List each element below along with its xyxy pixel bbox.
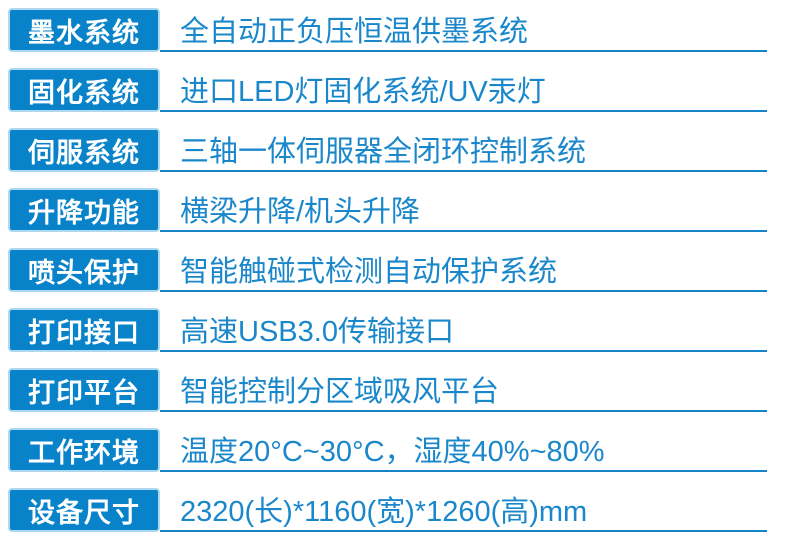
spec-value: 温度20°C~30°C，湿度40%~80%	[160, 428, 767, 472]
spec-row-ink-system: 墨水系统 全自动正负压恒温供墨系统	[0, 0, 800, 60]
spec-value: 高速USB3.0传输接口	[160, 308, 767, 352]
spec-row-print-interface: 打印接口 高速USB3.0传输接口	[0, 300, 800, 360]
spec-label: 喷头保护	[8, 248, 160, 292]
spec-value: 横梁升降/机头升降	[160, 188, 767, 232]
spec-row-device-dimensions: 设备尺寸 2320(长)*1160(宽)*1260(高)mm	[0, 480, 800, 540]
spec-label: 工作环境	[8, 428, 160, 472]
spec-row-lift-function: 升降功能 横梁升降/机头升降	[0, 180, 800, 240]
spec-value: 智能控制分区域吸风平台	[160, 368, 767, 412]
spec-value: 三轴一体伺服器全闭环控制系统	[160, 128, 767, 172]
spec-label: 墨水系统	[8, 8, 160, 52]
spec-label: 设备尺寸	[8, 488, 160, 532]
spec-label: 打印平台	[8, 368, 160, 412]
spec-row-curing-system: 固化系统 进口LED灯固化系统/UV汞灯	[0, 60, 800, 120]
spec-row-printhead-protection: 喷头保护 智能触碰式检测自动保护系统	[0, 240, 800, 300]
spec-label: 升降功能	[8, 188, 160, 232]
spec-row-print-platform: 打印平台 智能控制分区域吸风平台	[0, 360, 800, 420]
spec-row-servo-system: 伺服系统 三轴一体伺服器全闭环控制系统	[0, 120, 800, 180]
spec-label: 固化系统	[8, 68, 160, 112]
spec-value: 进口LED灯固化系统/UV汞灯	[160, 68, 767, 112]
spec-value: 全自动正负压恒温供墨系统	[160, 8, 767, 52]
spec-value: 2320(长)*1160(宽)*1260(高)mm	[160, 488, 767, 532]
spec-row-working-environment: 工作环境 温度20°C~30°C，湿度40%~80%	[0, 420, 800, 480]
spec-label: 伺服系统	[8, 128, 160, 172]
spec-label: 打印接口	[8, 308, 160, 352]
spec-value: 智能触碰式检测自动保护系统	[160, 248, 767, 292]
